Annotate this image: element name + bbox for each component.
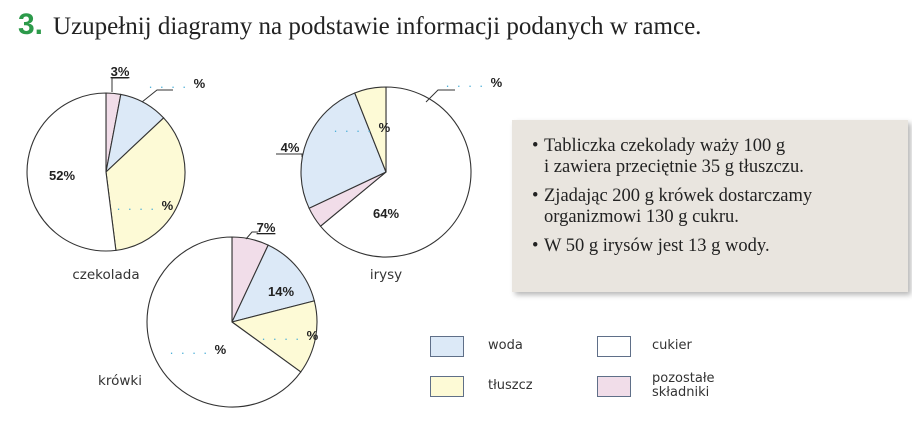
slice-label-tluszcz: . . . . % <box>446 75 503 90</box>
pie-name-irysy: irysy <box>370 267 402 283</box>
legend-label-pozostale: pozostałe <box>652 371 715 386</box>
slice-cukier <box>26 92 117 252</box>
pie-name-krówki: krówki <box>98 373 142 389</box>
pie-irysy: 64% 4% . . . . % . . . . % irysy <box>276 75 503 283</box>
slice-label-tluszcz: . . . . % <box>262 328 319 343</box>
info-text-line: Tabliczka czekolady waży 100 g <box>544 136 786 156</box>
info-item-irysy: • W 50 g irysów jest 13 g wody. <box>532 236 898 257</box>
bullet: • <box>532 236 539 256</box>
slice-tluszcz <box>105 117 186 251</box>
legend-swatch-pozostale <box>597 376 631 397</box>
info-text-line: organizmowi 130 g cukru. <box>544 207 739 227</box>
legend-label-woda: woda <box>488 338 523 353</box>
slice-label-pozostale: 3% <box>111 64 130 79</box>
pie-czekolada: 3% . . . . % . . . . % 52% czekolada <box>26 64 206 283</box>
legend-label-cukier: cukier <box>652 338 692 353</box>
info-item-krowki: • Zjadając 200 g krówek dostarczamy orga… <box>532 186 898 228</box>
info-list: • Tabliczka czekolady waży 100 g i zawie… <box>532 136 898 257</box>
slice-label-cukier: 64% <box>373 206 399 221</box>
bullet: • <box>532 186 539 206</box>
task-instruction: Uzupełnij diagramy na podstawie informac… <box>53 13 702 40</box>
leader-line <box>111 77 128 92</box>
info-text-line: W 50 g irysów jest 13 g wody. <box>544 236 770 256</box>
pie-krówki: 7% 14% . . . . % . . . . % krówki <box>98 220 319 408</box>
leader-line <box>276 153 303 157</box>
slice-label-pozostale: 7% <box>257 220 276 235</box>
slice-label-pozostale: 4% <box>281 140 300 155</box>
slice-cukier <box>319 86 472 258</box>
legend-label-pozostale-line2: składniki <box>652 385 710 400</box>
slice-label-tluszcz: . . . . % <box>117 198 174 213</box>
legend-swatch-cukier <box>597 336 631 357</box>
info-text-line: i zawiera przeciętnie 35 g tłuszczu. <box>544 157 804 177</box>
pie-name-czekolada: czekolada <box>72 267 139 283</box>
slice-label-woda: . . . . % <box>334 120 391 135</box>
legend-swatch-tluszcz <box>430 376 464 397</box>
leader-line <box>425 89 455 103</box>
slice-tluszcz <box>353 86 387 173</box>
info-box: • Tabliczka czekolady waży 100 g i zawie… <box>512 120 908 292</box>
task-number: 3. <box>18 8 44 41</box>
info-item-czekolada: • Tabliczka czekolady waży 100 g i zawie… <box>532 136 898 178</box>
slice-label-woda: 14% <box>268 284 294 299</box>
legend-swatch-woda <box>430 336 464 357</box>
info-text-line: Zjadając 200 g krówek dostarczamy <box>544 186 813 206</box>
bullet: • <box>532 136 539 156</box>
leader-line <box>245 231 258 240</box>
legend-label-tluszcz: tłuszcz <box>488 378 533 393</box>
slice-label-woda: . . . . % <box>149 76 206 91</box>
leader-line <box>141 89 173 103</box>
slice-label-cukier: . . . . % <box>170 342 227 357</box>
slice-woda <box>231 244 315 323</box>
slice-cukier <box>146 236 302 408</box>
slice-label-cukier: 52% <box>49 168 75 183</box>
slice-tluszcz <box>230 300 318 373</box>
slice-woda <box>300 92 387 209</box>
task-header: 3. Uzupełnij diagramy na podstawie infor… <box>18 8 701 44</box>
